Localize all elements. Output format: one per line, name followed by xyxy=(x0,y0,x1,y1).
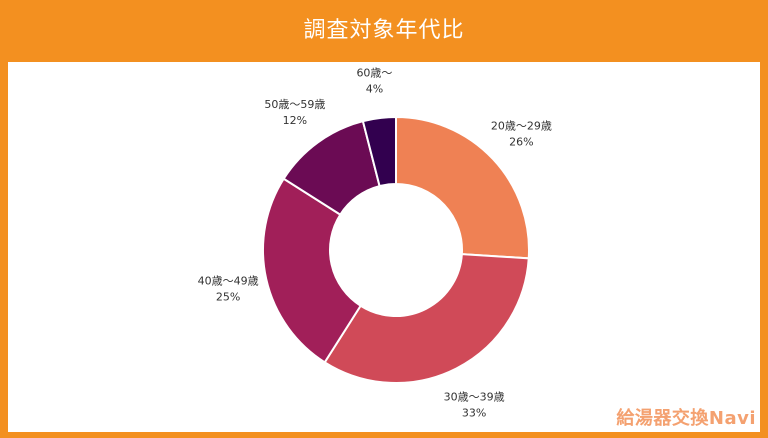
slice-value-4: 4% xyxy=(366,82,383,95)
slice-0 xyxy=(395,115,530,260)
slice-label-3: 50歳〜59歳 xyxy=(264,98,325,111)
slice-value-3: 12% xyxy=(283,114,307,127)
slice-label-2: 40歳〜49歳 xyxy=(198,275,259,288)
slice-4 xyxy=(361,115,397,188)
slice-label-4: 60歳〜 xyxy=(356,66,392,79)
brand-logo-text: 給湯器交換Navi xyxy=(616,408,756,429)
slice-label-0: 20歳〜29歳 xyxy=(491,119,552,132)
slice-1 xyxy=(323,253,530,384)
slice-value-0: 26% xyxy=(509,135,533,148)
slice-label-1: 30歳〜39歳 xyxy=(444,390,505,403)
slice-value-2: 25% xyxy=(216,291,240,304)
chart-title: 調査対象年代比 xyxy=(303,18,465,43)
slice-2 xyxy=(262,177,363,364)
slice-value-1: 33% xyxy=(462,406,486,419)
